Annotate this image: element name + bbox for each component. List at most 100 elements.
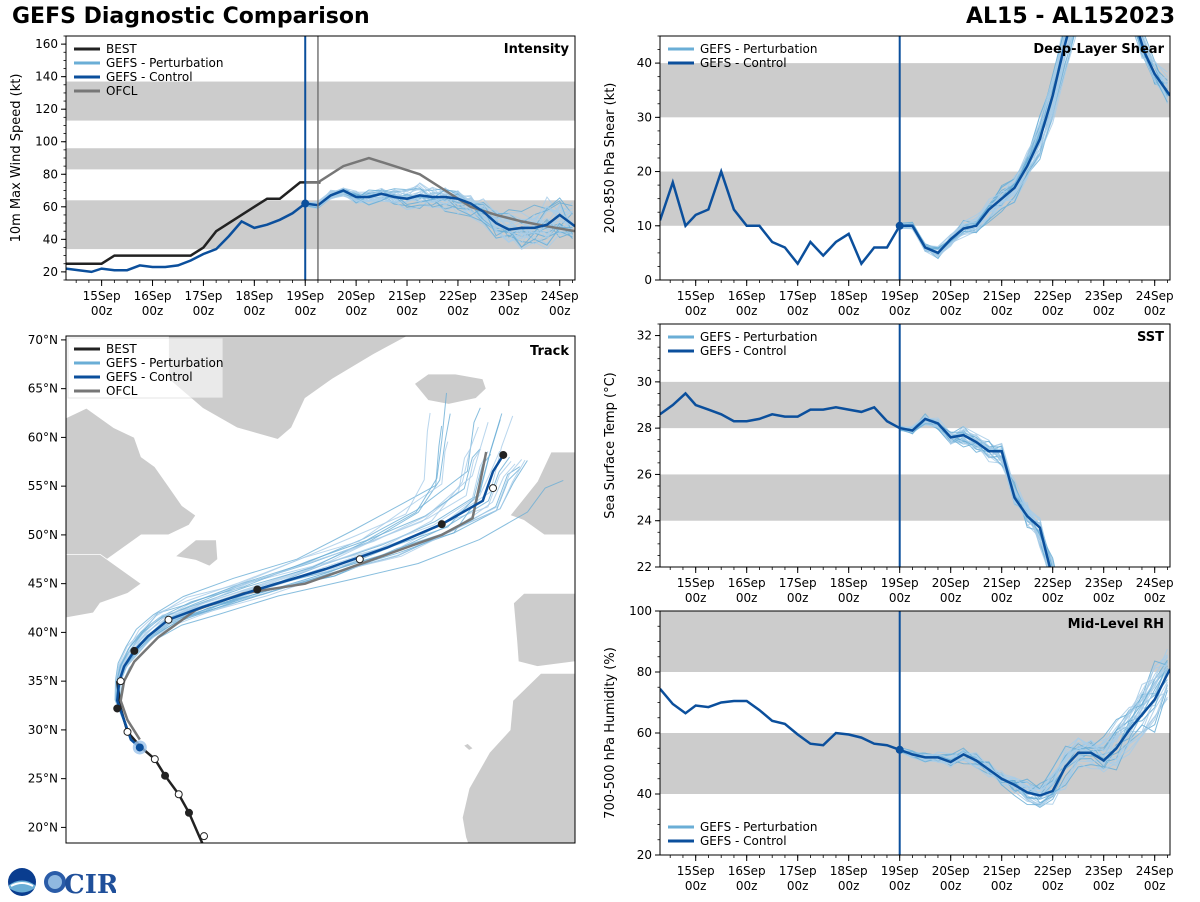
x-tick-label: 15Sep bbox=[83, 289, 121, 303]
perturbation-member-line bbox=[899, 663, 1168, 791]
cira-logo-icon: CIRA bbox=[44, 870, 139, 900]
legend-label: OFCL bbox=[106, 84, 138, 98]
legend-label: GEFS - Perturbation bbox=[700, 42, 817, 56]
x-tick-sublabel: 00z bbox=[685, 304, 707, 318]
legend-label: BEST bbox=[106, 42, 137, 56]
x-tick-sublabel: 00z bbox=[889, 304, 911, 318]
x-tick-label: 18Sep bbox=[830, 289, 868, 303]
lat-tick-label: 70°N bbox=[28, 333, 58, 347]
x-tick-sublabel: 00z bbox=[1093, 591, 1115, 605]
x-tick-sublabel: 00z bbox=[838, 879, 860, 893]
x-tick-label: 22Sep bbox=[1034, 864, 1072, 878]
track-marker-00z bbox=[113, 704, 122, 713]
y-tick-label: 20 bbox=[637, 848, 652, 862]
y-tick-label: 20 bbox=[43, 265, 58, 279]
x-tick-sublabel: 00z bbox=[940, 304, 962, 318]
legend-label: GEFS - Control bbox=[106, 370, 193, 384]
x-tick-label: 15Sep bbox=[677, 576, 715, 590]
track-marker-12z bbox=[174, 790, 183, 799]
x-tick-label: 18Sep bbox=[235, 289, 273, 303]
intensity-panel: 2040608010012014016015Sep00z16Sep00z17Se… bbox=[9, 35, 579, 318]
x-tick-sublabel: 00z bbox=[498, 304, 520, 318]
track-panel: 20°N 25°N 30°N 35°N 40°N 45°N 50°N 55°N 60°N 65°N… bbox=[28, 333, 576, 844]
y-tick-label: 32 bbox=[637, 329, 652, 343]
x-tick-sublabel: 00z bbox=[736, 591, 758, 605]
y-tick-label: 100 bbox=[629, 604, 652, 618]
x-tick-label: 23Sep bbox=[1085, 289, 1123, 303]
plot-area bbox=[660, 611, 1170, 808]
panel-label: Intensity bbox=[504, 42, 570, 57]
plot-frame bbox=[659, 323, 1171, 568]
africa-land bbox=[461, 673, 575, 843]
x-tick-label: 20Sep bbox=[932, 576, 970, 590]
x-tick-label: 17Sep bbox=[779, 289, 817, 303]
x-tick-label: 22Sep bbox=[1034, 289, 1072, 303]
x-tick-sublabel: 00z bbox=[940, 879, 962, 893]
x-tick-sublabel: 00z bbox=[193, 304, 215, 318]
y-axis-label: Sea Surface Temp (°C) bbox=[603, 372, 618, 519]
lat-tick-label: 25°N bbox=[28, 772, 58, 786]
perturbation-member-line bbox=[899, 36, 1168, 258]
x-tick-sublabel: 00z bbox=[838, 591, 860, 605]
perturbation-member-line bbox=[899, 661, 1168, 800]
x-tick-sublabel: 00z bbox=[1042, 879, 1064, 893]
y-tick-label: 40 bbox=[637, 56, 652, 70]
iberia-land bbox=[513, 593, 575, 667]
x-tick-label: 23Sep bbox=[490, 289, 528, 303]
perturbation-member-line bbox=[899, 683, 1168, 805]
legend-label: GEFS - Control bbox=[700, 834, 787, 848]
x-tick-label: 17Sep bbox=[184, 289, 222, 303]
legend-label: GEFS - Control bbox=[700, 56, 787, 70]
track-marker-12z bbox=[200, 832, 209, 841]
y-tick-label: 120 bbox=[35, 102, 58, 116]
track-marker-00z bbox=[130, 646, 139, 655]
panel-label: Mid-Level RH bbox=[1068, 617, 1164, 632]
x-tick-label: 20Sep bbox=[932, 864, 970, 878]
x-tick-sublabel: 00z bbox=[787, 591, 809, 605]
legend-label: GEFS - Control bbox=[106, 70, 193, 84]
y-tick-label: 80 bbox=[637, 665, 652, 679]
track-marker-12z bbox=[150, 755, 159, 764]
track-marker-00z bbox=[161, 771, 170, 780]
y-tick-label: 26 bbox=[637, 467, 652, 481]
x-tick-label: 21Sep bbox=[388, 289, 426, 303]
maritimes-land bbox=[66, 554, 142, 619]
x-tick-label: 15Sep bbox=[677, 864, 715, 878]
x-tick-label: 17Sep bbox=[779, 864, 817, 878]
x-tick-label: 17Sep bbox=[779, 576, 817, 590]
x-tick-sublabel: 00z bbox=[396, 304, 418, 318]
x-tick-label: 16Sep bbox=[728, 864, 766, 878]
x-tick-label: 24Sep bbox=[1136, 864, 1174, 878]
y-tick-label: 24 bbox=[637, 514, 652, 528]
x-tick-sublabel: 00z bbox=[787, 879, 809, 893]
perturbation-member-line bbox=[899, 36, 1168, 248]
x-tick-sublabel: 00z bbox=[685, 591, 707, 605]
panel-label: Track bbox=[530, 344, 569, 359]
track-marker-00z bbox=[253, 585, 262, 594]
x-tick-label: 18Sep bbox=[830, 864, 868, 878]
track-marker-00z bbox=[184, 808, 193, 817]
rh-panel: 2040608010015Sep00z16Sep00z17Sep00z18Sep… bbox=[603, 604, 1174, 893]
y-tick-label: 20 bbox=[637, 165, 652, 179]
track-marker-12z bbox=[355, 555, 364, 564]
legend-label: GEFS - Control bbox=[700, 344, 787, 358]
y-tick-label: 160 bbox=[35, 37, 58, 51]
best-track-line bbox=[66, 181, 321, 265]
lat-tick-label: 20°N bbox=[28, 820, 58, 834]
map-frame bbox=[65, 335, 576, 844]
x-tick-label: 19Sep bbox=[881, 864, 919, 878]
x-tick-label: 19Sep bbox=[881, 576, 919, 590]
x-tick-sublabel: 00z bbox=[244, 304, 266, 318]
x-tick-sublabel: 00z bbox=[787, 304, 809, 318]
y-tick-label: 10 bbox=[637, 219, 652, 233]
x-tick-sublabel: 00z bbox=[91, 304, 113, 318]
x-tick-label: 24Sep bbox=[1136, 289, 1174, 303]
lat-tick-label: 45°N bbox=[28, 577, 58, 591]
x-tick-sublabel: 00z bbox=[1042, 591, 1064, 605]
canary-islands-land bbox=[462, 743, 474, 751]
x-tick-label: 16Sep bbox=[134, 289, 172, 303]
y-tick-label: 0 bbox=[644, 273, 652, 287]
x-tick-label: 23Sep bbox=[1085, 576, 1123, 590]
x-tick-label: 18Sep bbox=[830, 576, 868, 590]
